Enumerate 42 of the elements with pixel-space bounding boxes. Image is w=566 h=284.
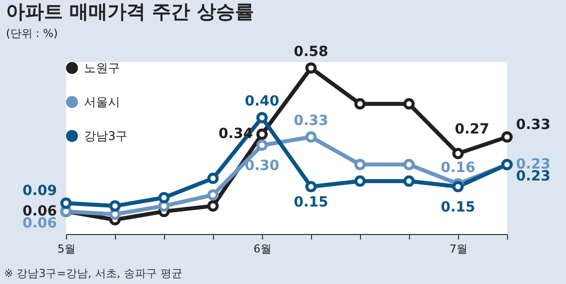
data-label: 0.27 [454,122,490,138]
data-label: 0.30 [244,158,280,174]
data-label: 0.06 [22,215,57,232]
point [305,131,317,143]
data-label: 0.58 [294,44,328,60]
data-label: 0.09 [22,183,57,200]
data-label: 0.15 [440,200,476,216]
legend-label: 서울시 [84,95,120,109]
x-tick-label: 6월 [254,242,272,256]
data-label: 0.33 [294,112,328,129]
point [403,158,415,170]
point [207,172,219,184]
legend-label: 강남3구 [84,129,128,143]
text: ※ 강남3구=강남, 서초, 송파구 평균 [4,266,182,281]
point [158,192,170,204]
point [403,175,415,187]
legend-label: 노원구 [84,61,120,75]
point [452,148,464,160]
x-tick-label: 5월 [58,242,76,256]
point [305,180,317,192]
point [305,62,317,74]
chart-title: 아파트 매매가격 주간 상승률 [6,1,254,23]
point [403,98,415,110]
point [354,175,366,187]
point [109,200,121,212]
point [256,140,268,151]
point [354,158,366,170]
point [452,180,464,192]
x-tick-label: 7월 [450,242,468,256]
data-label: 0.15 [294,194,328,211]
data-label: 0.16 [440,160,476,176]
point [256,112,268,124]
point [207,189,219,201]
chart-subtitle: (단위 : %) [6,27,58,40]
point [501,131,513,143]
data-label: 0.40 [244,94,280,110]
point [256,128,268,140]
point [109,208,121,220]
point [354,98,366,110]
data-label: 0.33 [516,116,551,133]
point [207,200,219,212]
point [60,198,72,209]
